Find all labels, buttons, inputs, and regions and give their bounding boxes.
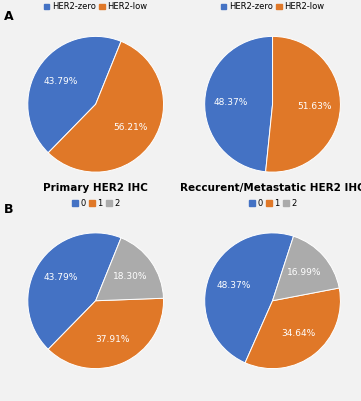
Text: 48.37%: 48.37%	[213, 97, 248, 107]
Text: 43.79%: 43.79%	[43, 77, 78, 86]
Wedge shape	[245, 288, 340, 369]
Text: 34.64%: 34.64%	[282, 329, 316, 338]
Text: B: B	[4, 203, 13, 215]
Legend: 0, 1, 2: 0, 1, 2	[248, 198, 297, 209]
Wedge shape	[28, 233, 121, 349]
Wedge shape	[96, 238, 164, 301]
Wedge shape	[28, 36, 121, 153]
Wedge shape	[266, 36, 340, 172]
Text: 56.21%: 56.21%	[114, 123, 148, 132]
Text: 18.30%: 18.30%	[113, 272, 147, 281]
Wedge shape	[205, 36, 273, 172]
Wedge shape	[48, 298, 164, 369]
Text: 51.63%: 51.63%	[297, 102, 332, 111]
Text: 16.99%: 16.99%	[287, 268, 321, 277]
Wedge shape	[48, 41, 164, 172]
Legend: HER2-zero, HER2-low: HER2-zero, HER2-low	[220, 2, 325, 12]
Text: A: A	[4, 10, 13, 23]
Title: Reccurent/Metastatic HER2 IHC: Reccurent/Metastatic HER2 IHC	[180, 183, 361, 193]
Text: 48.37%: 48.37%	[216, 281, 251, 290]
Legend: 0, 1, 2: 0, 1, 2	[71, 198, 120, 209]
Title: Primary HER2 IHC: Primary HER2 IHC	[43, 183, 148, 193]
Wedge shape	[273, 236, 339, 301]
Text: 43.79%: 43.79%	[43, 273, 78, 282]
Legend: HER2-zero, HER2-low: HER2-zero, HER2-low	[43, 2, 148, 12]
Text: 37.91%: 37.91%	[95, 335, 130, 344]
Wedge shape	[205, 233, 293, 363]
